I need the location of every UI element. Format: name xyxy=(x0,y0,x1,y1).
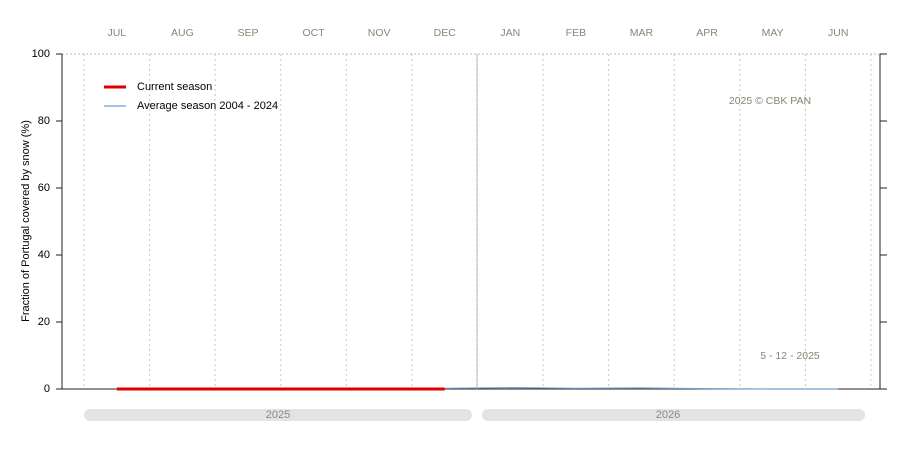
x-tick-label: MAR xyxy=(630,27,654,39)
x-tick-label: NOV xyxy=(368,27,391,39)
y-tick-label: 0 xyxy=(44,383,50,395)
y-tick-label: 60 xyxy=(38,182,50,194)
x-tick-label: JUL xyxy=(107,27,126,39)
year-label: 2025 xyxy=(266,409,290,421)
year-bar xyxy=(84,409,472,421)
x-tick-label: FEB xyxy=(566,27,586,39)
x-tick-label: AUG xyxy=(171,27,194,39)
x-tick-label: DEC xyxy=(434,27,457,39)
y-axis-label: Fraction of Portugal covered by snow (%) xyxy=(20,120,32,322)
x-tick-label: JUN xyxy=(828,27,848,39)
x-tick-label: MAY xyxy=(762,27,784,39)
month-grid xyxy=(83,54,872,389)
year-bar xyxy=(482,409,865,421)
x-tick-label: SEP xyxy=(237,27,258,39)
year-label: 2026 xyxy=(656,409,680,421)
legend-label: Average season 2004 - 2024 xyxy=(137,100,278,112)
y-tick-label: 80 xyxy=(38,115,50,127)
y-tick-label: 40 xyxy=(38,249,50,261)
x-tick-label: OCT xyxy=(302,27,325,39)
y-tick-label: 20 xyxy=(38,316,50,328)
annotation: 2025 © CBK PAN xyxy=(729,95,811,107)
legend-label: Current season xyxy=(137,81,212,93)
x-tick-label: JAN xyxy=(500,27,520,39)
y-tick-label: 100 xyxy=(32,48,50,60)
annotation: 5 - 12 - 2025 xyxy=(760,350,820,362)
x-tick-label: APR xyxy=(696,27,718,39)
